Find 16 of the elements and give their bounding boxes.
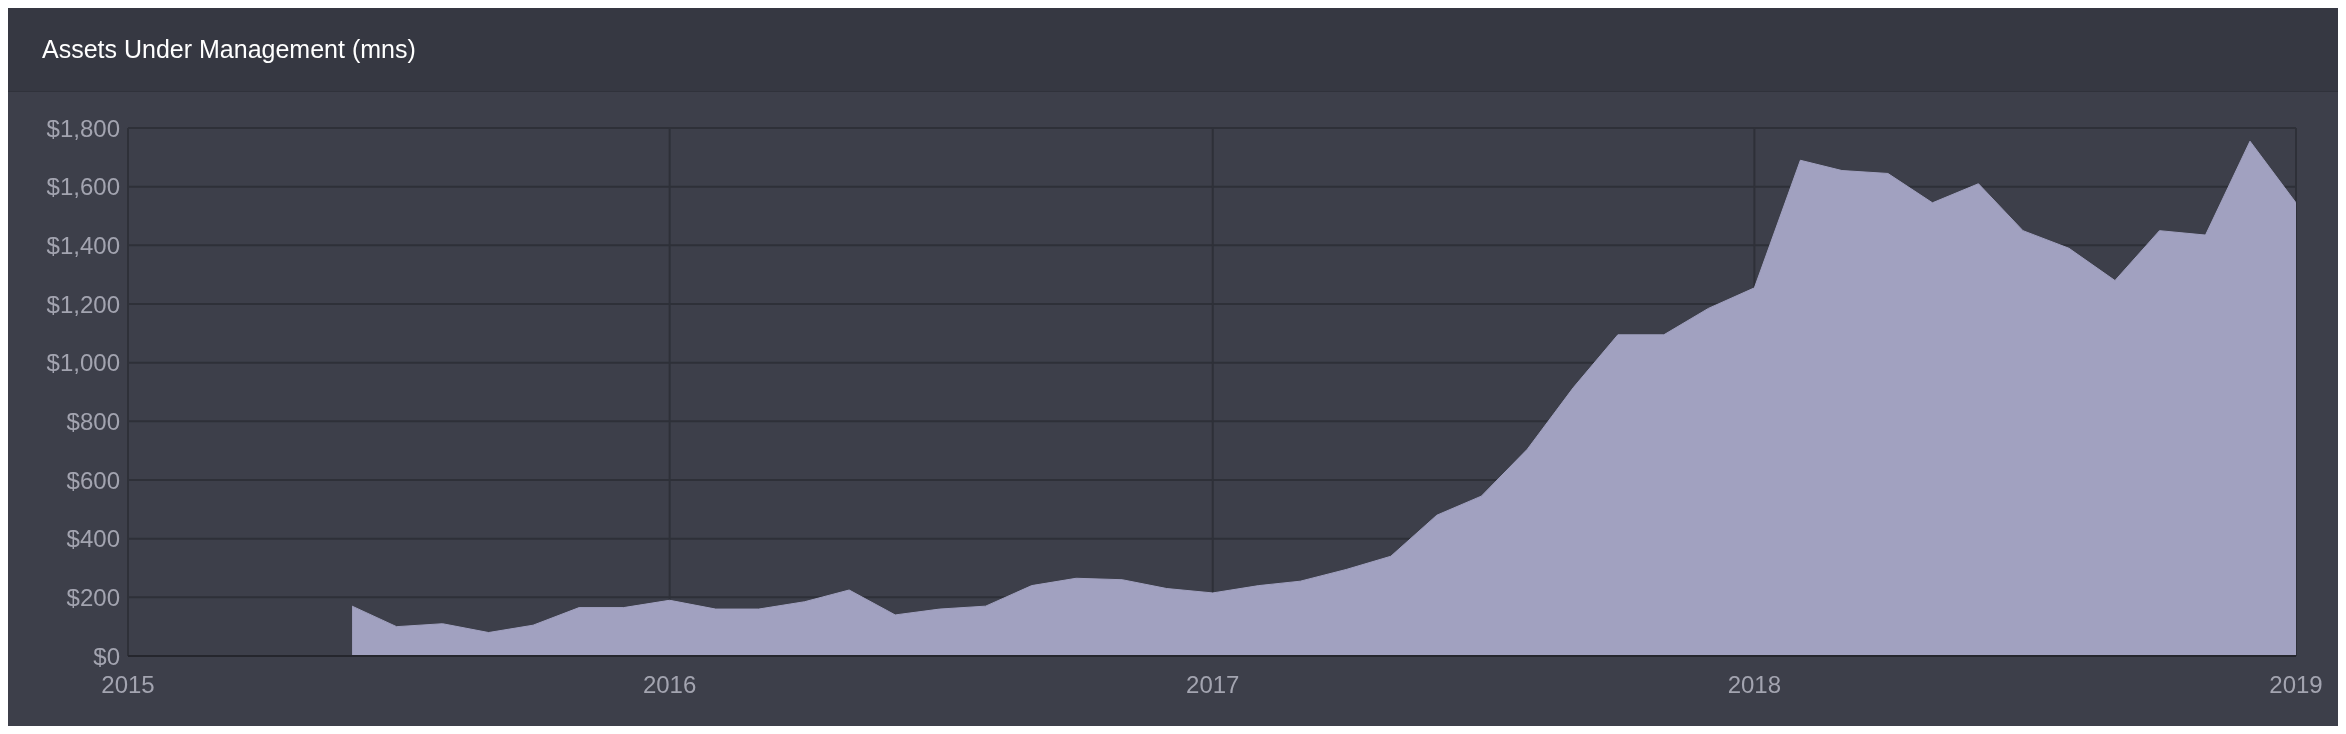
y-tick-label: $400 xyxy=(66,525,120,553)
y-tick-label: $1,800 xyxy=(46,114,120,142)
x-tick-label: 2015 xyxy=(101,671,155,699)
chart-title: Assets Under Management (mns) xyxy=(8,8,2338,92)
y-tick-label: $800 xyxy=(66,407,120,435)
y-tick-label: $1,600 xyxy=(46,173,120,201)
y-tick-label: $1,000 xyxy=(46,349,120,377)
y-tick-label: $0 xyxy=(93,642,120,670)
y-tick-label: $600 xyxy=(66,466,120,494)
y-tick-label: $1,400 xyxy=(46,231,120,259)
x-tick-label: 2017 xyxy=(1186,671,1240,699)
x-tick-label: 2018 xyxy=(1727,671,1782,699)
x-tick-label: 2019 xyxy=(2269,671,2323,699)
y-tick-label: $1,200 xyxy=(46,290,120,318)
y-tick-label: $200 xyxy=(66,583,120,611)
x-tick-label: 2016 xyxy=(642,671,697,699)
